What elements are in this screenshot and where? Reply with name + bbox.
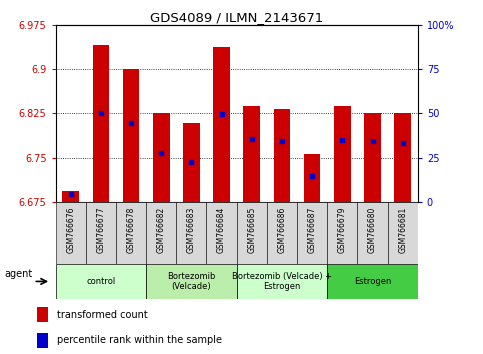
Text: GSM766687: GSM766687 bbox=[308, 207, 317, 253]
Bar bbox=[243, 105, 260, 202]
Bar bbox=[237, 264, 327, 299]
Bar bbox=[37, 333, 48, 348]
Text: Bortezomib
(Velcade): Bortezomib (Velcade) bbox=[167, 272, 215, 291]
Bar bbox=[304, 154, 320, 202]
Text: Bortezomib (Velcade) +
Estrogen: Bortezomib (Velcade) + Estrogen bbox=[232, 272, 332, 291]
Bar bbox=[357, 202, 388, 264]
Text: GSM766685: GSM766685 bbox=[247, 207, 256, 253]
Bar bbox=[207, 202, 237, 264]
Text: transformed count: transformed count bbox=[57, 310, 147, 320]
Bar bbox=[123, 69, 139, 202]
Bar bbox=[183, 123, 199, 202]
Bar bbox=[274, 109, 290, 202]
Bar bbox=[267, 202, 297, 264]
Bar bbox=[93, 45, 109, 202]
Text: GSM766686: GSM766686 bbox=[277, 207, 286, 253]
Text: GSM766678: GSM766678 bbox=[127, 207, 136, 253]
Bar bbox=[388, 202, 418, 264]
Text: GSM766684: GSM766684 bbox=[217, 207, 226, 253]
Bar bbox=[176, 202, 207, 264]
Bar bbox=[213, 47, 230, 202]
Text: GDS4089 / ILMN_2143671: GDS4089 / ILMN_2143671 bbox=[150, 11, 323, 24]
Text: GSM766681: GSM766681 bbox=[398, 207, 407, 253]
Text: GSM766683: GSM766683 bbox=[187, 207, 196, 253]
Text: GSM766679: GSM766679 bbox=[338, 207, 347, 253]
Bar bbox=[153, 113, 170, 202]
Bar bbox=[395, 113, 411, 202]
Bar bbox=[364, 113, 381, 202]
Bar bbox=[116, 202, 146, 264]
Text: agent: agent bbox=[4, 269, 33, 279]
Bar bbox=[327, 264, 418, 299]
Bar bbox=[56, 264, 146, 299]
Text: control: control bbox=[86, 277, 115, 286]
Bar bbox=[146, 202, 176, 264]
Text: percentile rank within the sample: percentile rank within the sample bbox=[57, 335, 222, 345]
Text: GSM766676: GSM766676 bbox=[66, 207, 75, 253]
Bar bbox=[297, 202, 327, 264]
Bar bbox=[327, 202, 357, 264]
Text: Estrogen: Estrogen bbox=[354, 277, 391, 286]
Bar bbox=[146, 264, 237, 299]
Bar bbox=[62, 191, 79, 202]
Bar bbox=[56, 202, 86, 264]
Bar bbox=[86, 202, 116, 264]
Text: GSM766677: GSM766677 bbox=[96, 207, 105, 253]
Bar bbox=[334, 105, 351, 202]
Text: GSM766682: GSM766682 bbox=[156, 207, 166, 253]
Bar bbox=[237, 202, 267, 264]
Bar bbox=[37, 307, 48, 322]
Text: GSM766680: GSM766680 bbox=[368, 207, 377, 253]
